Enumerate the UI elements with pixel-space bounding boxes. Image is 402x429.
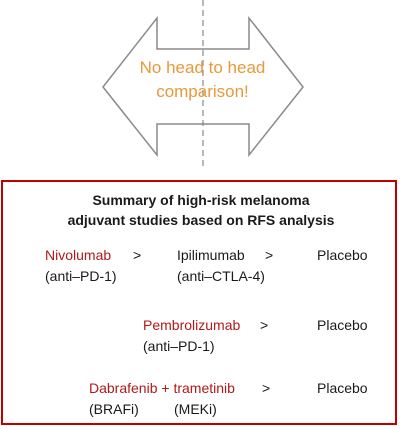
drug-ipilimumab-class: (anti–CTLA-4) [177, 268, 265, 284]
arrow-shape [102, 15, 304, 158]
comparator-placebo: Placebo [317, 247, 368, 263]
drug-dabrafenib-trametinib: Dabrafenib + trametinib [89, 380, 235, 396]
arrow-text-line1: No head to head [139, 58, 266, 77]
drug-nivolumab: Nivolumab [45, 247, 112, 263]
drug-ipilimumab: Ipilimumab [177, 247, 245, 263]
greater-than-sign: > [260, 317, 269, 333]
comparator-placebo: Placebo [317, 380, 368, 396]
drug-trametinib-class: (MEKi) [174, 401, 217, 417]
greater-than-sign: > [133, 247, 142, 263]
drug-pembrolizumab-class: (anti–PD-1) [143, 338, 215, 354]
drug-dabrafenib-class: (BRAFi) [89, 401, 139, 417]
greater-than-sign: > [262, 380, 271, 396]
summary-title-line2: adjuvant studies based on RFS analysis [67, 212, 335, 228]
double-headed-arrow [102, 0, 304, 170]
greater-than-sign: > [265, 247, 274, 263]
drug-nivolumab-class: (anti–PD-1) [45, 268, 117, 284]
arrow-text-line2: comparison! [156, 82, 249, 101]
comparator-placebo: Placebo [317, 317, 368, 333]
summary-title-line1: Summary of high-risk melanoma [92, 192, 310, 208]
drug-pembrolizumab: Pembrolizumab [143, 317, 241, 333]
summary-box: Summary of high-risk melanoma adjuvant s… [1, 180, 397, 425]
